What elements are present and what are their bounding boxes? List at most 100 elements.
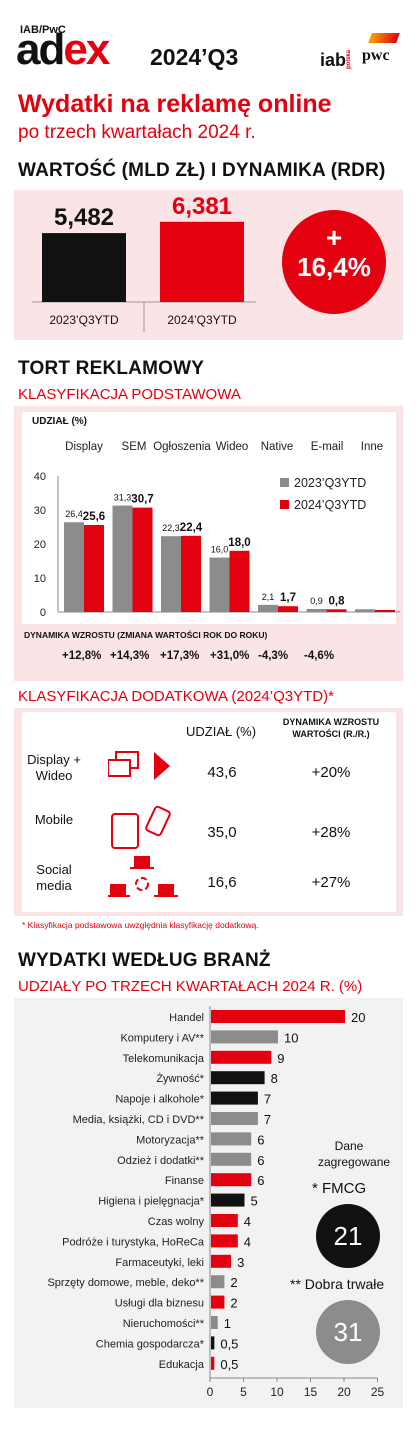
industry-category-label: Nieruchomości** [123, 1318, 205, 1330]
industry-category-label: Usługi dla biznesu [115, 1298, 204, 1310]
industry-category-label: Żywność* [156, 1072, 204, 1085]
value-bar [160, 221, 244, 302]
basic-category-label: Ogłoszenia [153, 441, 211, 453]
industry-bar [211, 1356, 215, 1370]
basic-category-label: SEM [122, 441, 147, 453]
industry-data-label: 2 [230, 1275, 237, 1290]
industry-data-label: 4 [244, 1214, 251, 1229]
industry-category-label: Edukacja [159, 1359, 205, 1371]
brand-top: IAB/PwC [20, 24, 66, 36]
industry-data-label: 3 [237, 1255, 244, 1270]
industry-data-label: 20 [351, 1010, 365, 1025]
growth-badge: + 16,4% [282, 210, 386, 314]
basic-bar [209, 557, 230, 612]
industry-xtick-label: 5 [240, 1385, 247, 1399]
industry-category-label: Napoje i alkohole* [115, 1094, 204, 1106]
basic-bar [355, 609, 375, 612]
fmcg-label: * FMCG [312, 1180, 367, 1197]
industry-bar [211, 1132, 252, 1146]
dynamics-value: -4,6% [304, 650, 335, 662]
basic-data-label: 18,0 [228, 537, 250, 549]
basic-bar [375, 609, 395, 612]
value-label: 6,381 [172, 193, 232, 220]
industry-bar [211, 1275, 225, 1289]
dynamics-value: -4,3% [258, 650, 289, 662]
basic-ytick-label: 20 [34, 539, 46, 551]
dynamics-title: DYNAMIKA WZROSTU (ZMIANA WARTOŚCI ROK DO… [24, 630, 268, 640]
basic-legend-label: 2024’Q3YTD [294, 498, 366, 512]
durable-value: 31 [333, 1317, 363, 1347]
basic-ytick-label: 0 [40, 607, 46, 619]
industry-bar [211, 1091, 258, 1105]
extra-row-dyn: +28% [311, 824, 351, 841]
basic-bar [84, 524, 104, 612]
basic-bar [161, 536, 181, 612]
industry-data-label: 10 [284, 1030, 298, 1045]
basic-bar [278, 606, 298, 612]
extra-row-share: 16,6 [207, 874, 237, 891]
industry-bar [211, 1316, 218, 1329]
dynamics-value: +31,0% [210, 650, 250, 662]
basic-data-label: 26,4 [65, 509, 83, 519]
basic-data-label: 30,7 [131, 494, 153, 506]
main-title: Wydatki na reklamę online [18, 90, 332, 118]
extra-row-share: 35,0 [207, 824, 237, 841]
basic-legend-label: 2023’Q3YTD [294, 476, 366, 490]
display-video-icon [107, 746, 178, 791]
pwc-logo-text: pwc [362, 47, 390, 64]
basic-data-label: 16,0 [211, 545, 229, 555]
pwc-logo-mark [368, 33, 400, 43]
basic-category-label: E-mail [311, 441, 344, 453]
iab-logo-text: iab [320, 50, 347, 70]
basic-data-label: 2,1 [262, 592, 275, 602]
industry-data-label: 0,5 [220, 1336, 238, 1351]
industry-section-title: WYDATKI WEDŁUG BRANŻ [18, 950, 271, 971]
basic-data-label: 1,7 [280, 592, 296, 604]
basic-data-label: 22,4 [180, 522, 203, 534]
basic-category-label: Display [65, 441, 103, 453]
basic-legend-swatch [280, 500, 289, 509]
basic-data-label: 0,9 [310, 596, 323, 606]
value-category-label: 2023’Q3YTD [49, 313, 119, 327]
industry-category-label: Chemia gospodarcza* [96, 1338, 205, 1350]
durable-label: ** Dobra trwałe [290, 1276, 385, 1292]
industry-bar [211, 1071, 265, 1085]
industry-category-label: Sprzęty domowe, meble, deko** [47, 1277, 204, 1289]
industry-bar [211, 1295, 225, 1309]
period-label: 2024’Q3 [150, 44, 239, 70]
industry-data-label: 8 [271, 1071, 278, 1086]
pie-section-subtitle: KLASYFIKACJA PODSTAWOWA [18, 386, 241, 403]
industry-data-label: 7 [264, 1092, 271, 1107]
basic-data-label: 31,3 [114, 493, 132, 503]
industry-data-label: 6 [257, 1132, 264, 1147]
fmcg-badge: 21 [316, 1204, 380, 1268]
basic-data-label: 22,3 [162, 523, 180, 533]
basic-bar [64, 522, 84, 612]
basic-ytick-label: 40 [34, 471, 46, 483]
value-bar [42, 233, 126, 302]
extra-row-label: Mobile [34, 812, 74, 827]
industry-bar [211, 1254, 232, 1268]
value-category-label: 2024’Q3YTD [167, 313, 237, 327]
growth-value: 16,4% [297, 252, 371, 282]
industry-data-label: 5 [251, 1194, 258, 1209]
industry-bar [211, 1152, 252, 1166]
basic-legend-swatch [280, 478, 289, 487]
basic-category-label: Native [261, 441, 294, 453]
industry-bar [211, 1050, 272, 1064]
industry-category-label: Finanse [165, 1175, 204, 1187]
main-subtitle: po trzech kwartałach 2024 r. [18, 122, 256, 143]
durable-badge: 31 [316, 1300, 380, 1364]
basic-bar [229, 550, 250, 612]
industry-bar [211, 1030, 278, 1044]
value-section-title: WARTOŚĆ (MLD ZŁ) I DYNAMIKA (RDR) [18, 160, 386, 181]
extra-table-bg [22, 712, 396, 912]
extra-section-title: KLASYFIKACJA DODATKOWA (2024’Q3YTD)* [18, 688, 334, 705]
industry-category-label: Telekomunikacja [123, 1053, 205, 1065]
basic-bar [258, 604, 278, 612]
fmcg-value: 21 [333, 1221, 363, 1251]
brand-ad: ad [16, 25, 65, 74]
basic-category-label: Inne [361, 441, 383, 453]
basic-bar-chart: 0 10 20 30 40 Display 26,4 25,6 SEM 31,3 30,7 Ogłos… [34, 441, 400, 619]
